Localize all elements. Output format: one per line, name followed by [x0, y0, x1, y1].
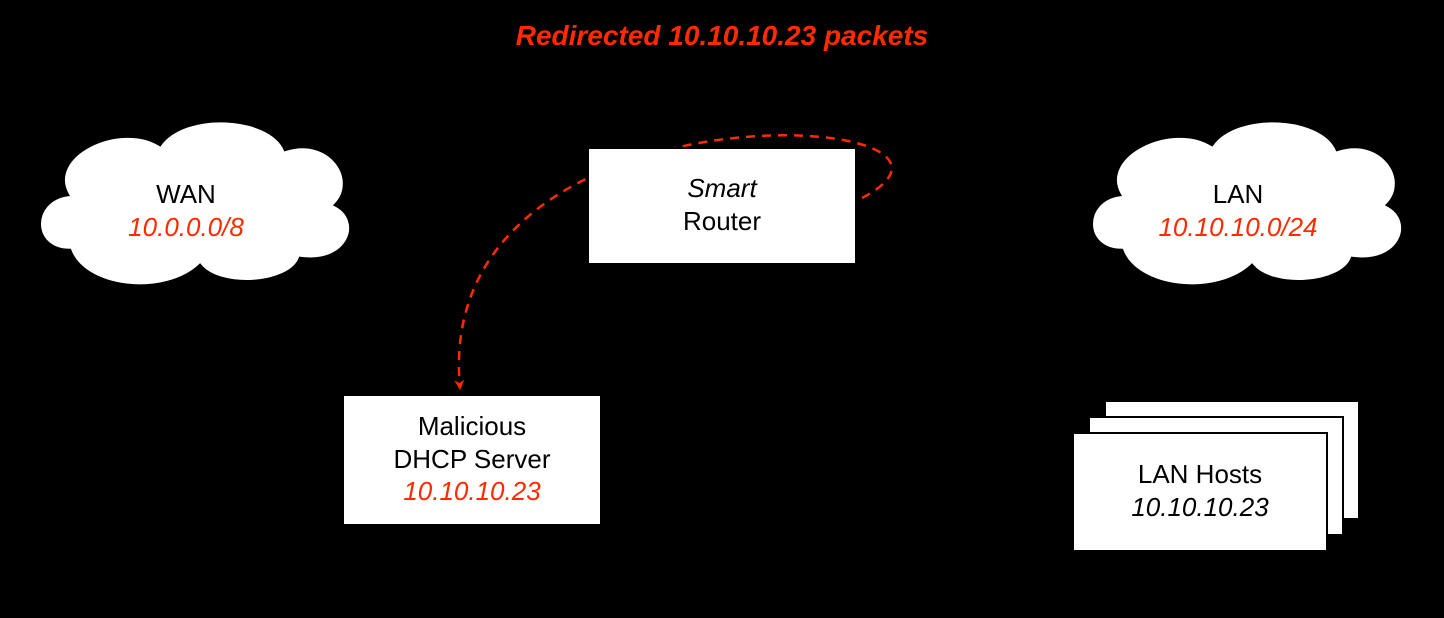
dhcp-label: Malicious DHCP Server 10.10.10.23	[342, 410, 602, 508]
lan-label: LAN 10.10.10.0/24	[1138, 178, 1338, 243]
dhcp-title-line2: DHCP Server	[342, 443, 602, 476]
wan-ip: 10.0.0.0/8	[86, 211, 286, 244]
lan-title: LAN	[1138, 178, 1338, 211]
hosts-ip: 10.10.10.23	[1072, 491, 1328, 524]
router-title-rest: Router	[587, 205, 857, 238]
hosts-title: LAN Hosts	[1072, 458, 1328, 491]
router-title: Smart	[587, 172, 857, 205]
hosts-label: LAN Hosts 10.10.10.23	[1072, 458, 1328, 523]
wan-title: WAN	[86, 178, 286, 211]
redirect-annotation: Redirected 10.10.10.23 packets	[470, 20, 974, 52]
dhcp-title-line1: Malicious	[342, 410, 602, 443]
lan-ip: 10.10.10.0/24	[1138, 211, 1338, 244]
wan-label: WAN 10.0.0.0/8	[86, 178, 286, 243]
diagram-stage: Redirected 10.10.10.23 packets WAN 10.0.…	[0, 0, 1444, 618]
router-label: Smart Router	[587, 172, 857, 237]
router-title-prefix: Smart	[687, 173, 756, 203]
dhcp-ip: 10.10.10.23	[342, 475, 602, 508]
redirect-annotation-text: Redirected 10.10.10.23 packets	[516, 20, 928, 51]
